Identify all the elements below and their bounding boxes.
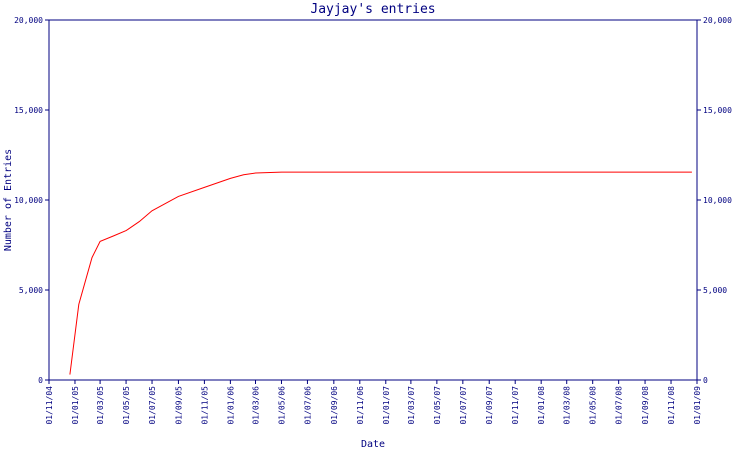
x-tick-label: 01/11/08 <box>667 386 676 425</box>
y-tick-label-left: 15,000 <box>14 106 43 115</box>
x-tick-label: 01/07/08 <box>615 386 624 425</box>
x-tick-label: 01/01/05 <box>71 386 80 425</box>
x-tick-label: 01/01/09 <box>693 386 702 425</box>
x-tick-label: 01/07/06 <box>303 386 312 425</box>
x-tick-label: 01/01/06 <box>226 386 235 425</box>
x-tick-label: 01/07/07 <box>459 386 468 425</box>
y-axis-label: Number of Entries <box>3 149 14 251</box>
series-line-entries <box>69 171 692 375</box>
x-tick-label: 01/11/05 <box>200 386 209 425</box>
y-tick-label-left: 0 <box>38 376 43 385</box>
x-tick-label: 01/03/05 <box>96 386 105 425</box>
y-tick-label-left: 20,000 <box>14 16 43 25</box>
x-axis-label: Date <box>361 439 385 450</box>
x-tick-label: 01/09/08 <box>641 386 650 425</box>
y-tick-label-right: 0 <box>703 376 708 385</box>
x-tick-label: 01/07/05 <box>148 386 157 425</box>
x-tick-label: 01/09/05 <box>174 386 183 425</box>
x-tick-label: 01/05/07 <box>433 386 442 425</box>
y-tick-label-right: 15,000 <box>703 106 732 115</box>
ticks: 0 0 5,000 5,000 10,000 10,000 15,000 15,000 20,0… <box>14 16 732 425</box>
y-tick-label-right: 10,000 <box>703 196 732 205</box>
x-tick-label: 01/05/06 <box>277 386 286 425</box>
y-tick-label-right: 5,000 <box>703 286 727 295</box>
x-tick-label: 01/11/04 <box>45 386 54 425</box>
chart-title: Jayjay's entries <box>310 2 435 17</box>
x-tick-label: 01/03/07 <box>407 386 416 425</box>
x-tick-label: 01/05/05 <box>122 386 131 425</box>
plot-frame <box>48 19 698 381</box>
x-tick-label: 01/11/06 <box>356 386 365 425</box>
x-tick-label: 01/01/08 <box>537 386 546 425</box>
y-tick-label-left: 5,000 <box>19 286 43 295</box>
x-tick-label: 01/09/07 <box>485 386 494 425</box>
x-tick-label: 01/05/08 <box>589 386 598 425</box>
x-tick-label: 01/03/08 <box>563 386 572 425</box>
x-tick-label: 01/09/06 <box>330 386 339 425</box>
x-tick-label: 01/01/07 <box>382 386 391 425</box>
axes <box>48 19 698 381</box>
x-tick-label: 01/11/07 <box>511 386 520 425</box>
x-tick-label: 01/03/06 <box>251 386 260 425</box>
y-tick-label-right: 20,000 <box>703 16 732 25</box>
series-layer <box>69 171 692 375</box>
y-tick-label-left: 10,000 <box>14 196 43 205</box>
